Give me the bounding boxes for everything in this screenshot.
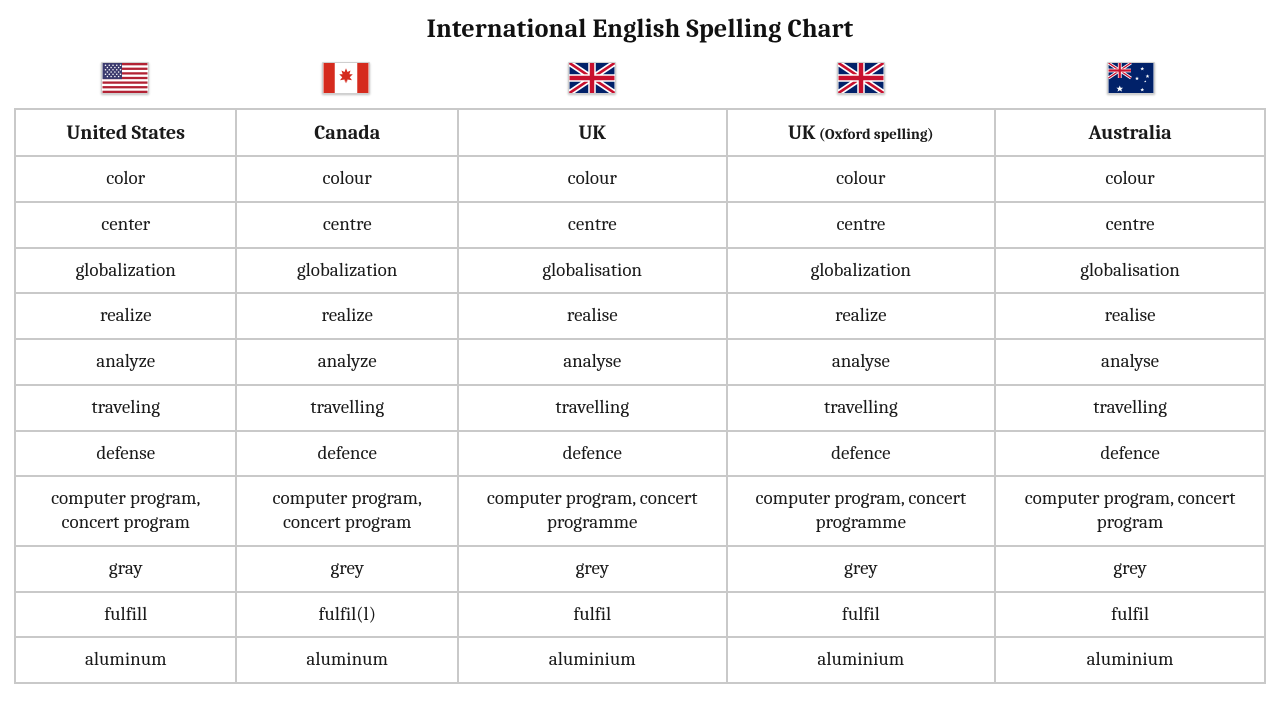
column-header: Canada xyxy=(237,110,456,155)
table-row: colorcolourcolourcolourcolour xyxy=(16,157,1264,201)
table-cell: defense xyxy=(16,432,235,476)
table-head: United StatesCanadaUKUK (Oxford spelling… xyxy=(16,110,1264,155)
column-header-main: Australia xyxy=(1089,121,1172,144)
table-cell: aluminum xyxy=(237,638,456,682)
table-row: globalizationglobalizationglobalisationg… xyxy=(16,249,1264,293)
table-cell: realise xyxy=(459,294,726,338)
table-cell: analyse xyxy=(996,340,1264,384)
table-cell: travelling xyxy=(728,386,995,430)
table-row: computer program, concert programcompute… xyxy=(16,477,1264,545)
table-cell: realise xyxy=(996,294,1264,338)
flags-row xyxy=(14,58,1266,102)
table-row: fulfillfulfil(l)fulfilfulfilfulfil xyxy=(16,593,1264,637)
table-row: realizerealizerealiserealizerealise xyxy=(16,294,1264,338)
flag-us-icon xyxy=(14,58,236,102)
table-cell: colour xyxy=(459,157,726,201)
table-cell: grey xyxy=(996,547,1264,591)
table-cell: aluminum xyxy=(16,638,235,682)
table-row: graygreygreygreygrey xyxy=(16,547,1264,591)
table-cell: realize xyxy=(728,294,995,338)
table-cell: realize xyxy=(237,294,456,338)
table-cell: analyze xyxy=(237,340,456,384)
table-cell: computer program, concert programme xyxy=(459,477,726,545)
column-header-main: United States xyxy=(66,121,185,144)
table-cell: travelling xyxy=(459,386,726,430)
table-cell: fulfill xyxy=(16,593,235,637)
table-cell: realize xyxy=(16,294,235,338)
flag-uk-icon xyxy=(726,58,995,102)
column-header-main: UK xyxy=(788,121,816,144)
table-cell: computer program, concert programme xyxy=(728,477,995,545)
table-row: centercentrecentrecentrecentre xyxy=(16,203,1264,247)
table-cell: globalisation xyxy=(996,249,1264,293)
table-cell: defence xyxy=(459,432,726,476)
table-cell: computer program, concert program xyxy=(16,477,235,545)
table-cell: aluminium xyxy=(996,638,1264,682)
table-cell: analyse xyxy=(459,340,726,384)
column-header: UK (Oxford spelling) xyxy=(728,110,995,155)
table-cell: globalization xyxy=(728,249,995,293)
table-cell: center xyxy=(16,203,235,247)
column-header-main: UK xyxy=(578,121,606,144)
table-cell: computer program, concert program xyxy=(996,477,1264,545)
table-cell: fulfil xyxy=(459,593,726,637)
table-cell: globalization xyxy=(237,249,456,293)
table-header-row: United StatesCanadaUKUK (Oxford spelling… xyxy=(16,110,1264,155)
spelling-table: United StatesCanadaUKUK (Oxford spelling… xyxy=(14,108,1266,684)
column-header: UK xyxy=(459,110,726,155)
flag-uk-icon xyxy=(457,58,726,102)
table-cell: colour xyxy=(996,157,1264,201)
table-cell: analyse xyxy=(728,340,995,384)
table-cell: grey xyxy=(459,547,726,591)
table-cell: gray xyxy=(16,547,235,591)
table-cell: colour xyxy=(237,157,456,201)
table-cell: colour xyxy=(728,157,995,201)
column-header-sub: (Oxford spelling) xyxy=(816,125,934,143)
table-cell: defence xyxy=(237,432,456,476)
column-header: Australia xyxy=(996,110,1264,155)
page-title: International English Spelling Chart xyxy=(14,14,1266,44)
table-cell: computer program, concert program xyxy=(237,477,456,545)
table-cell: aluminium xyxy=(459,638,726,682)
table-cell: grey xyxy=(728,547,995,591)
flag-au-icon xyxy=(996,58,1266,102)
column-header-main: Canada xyxy=(314,121,380,144)
column-header: United States xyxy=(16,110,235,155)
table-cell: fulfil xyxy=(728,593,995,637)
table-cell: centre xyxy=(459,203,726,247)
table-cell: globalization xyxy=(16,249,235,293)
table-cell: centre xyxy=(728,203,995,247)
table-cell: aluminium xyxy=(728,638,995,682)
table-cell: grey xyxy=(237,547,456,591)
table-cell: analyze xyxy=(16,340,235,384)
table-cell: travelling xyxy=(237,386,456,430)
flag-ca-icon xyxy=(236,58,458,102)
table-cell: color xyxy=(16,157,235,201)
table-cell: fulfil xyxy=(996,593,1264,637)
table-cell: globalisation xyxy=(459,249,726,293)
table-row: aluminumaluminumaluminiumaluminiumalumin… xyxy=(16,638,1264,682)
table-body: colorcolourcolourcolourcolourcentercentr… xyxy=(16,157,1264,682)
table-cell: traveling xyxy=(16,386,235,430)
table-row: travelingtravellingtravellingtravellingt… xyxy=(16,386,1264,430)
table-row: defensedefencedefencedefencedefence xyxy=(16,432,1264,476)
table-cell: travelling xyxy=(996,386,1264,430)
table-cell: defence xyxy=(728,432,995,476)
table-cell: centre xyxy=(237,203,456,247)
table-cell: centre xyxy=(996,203,1264,247)
spelling-chart-page: International English Spelling Chart Uni… xyxy=(0,0,1280,714)
table-cell: defence xyxy=(996,432,1264,476)
table-row: analyzeanalyzeanalyseanalyseanalyse xyxy=(16,340,1264,384)
table-cell: fulfil(l) xyxy=(237,593,456,637)
